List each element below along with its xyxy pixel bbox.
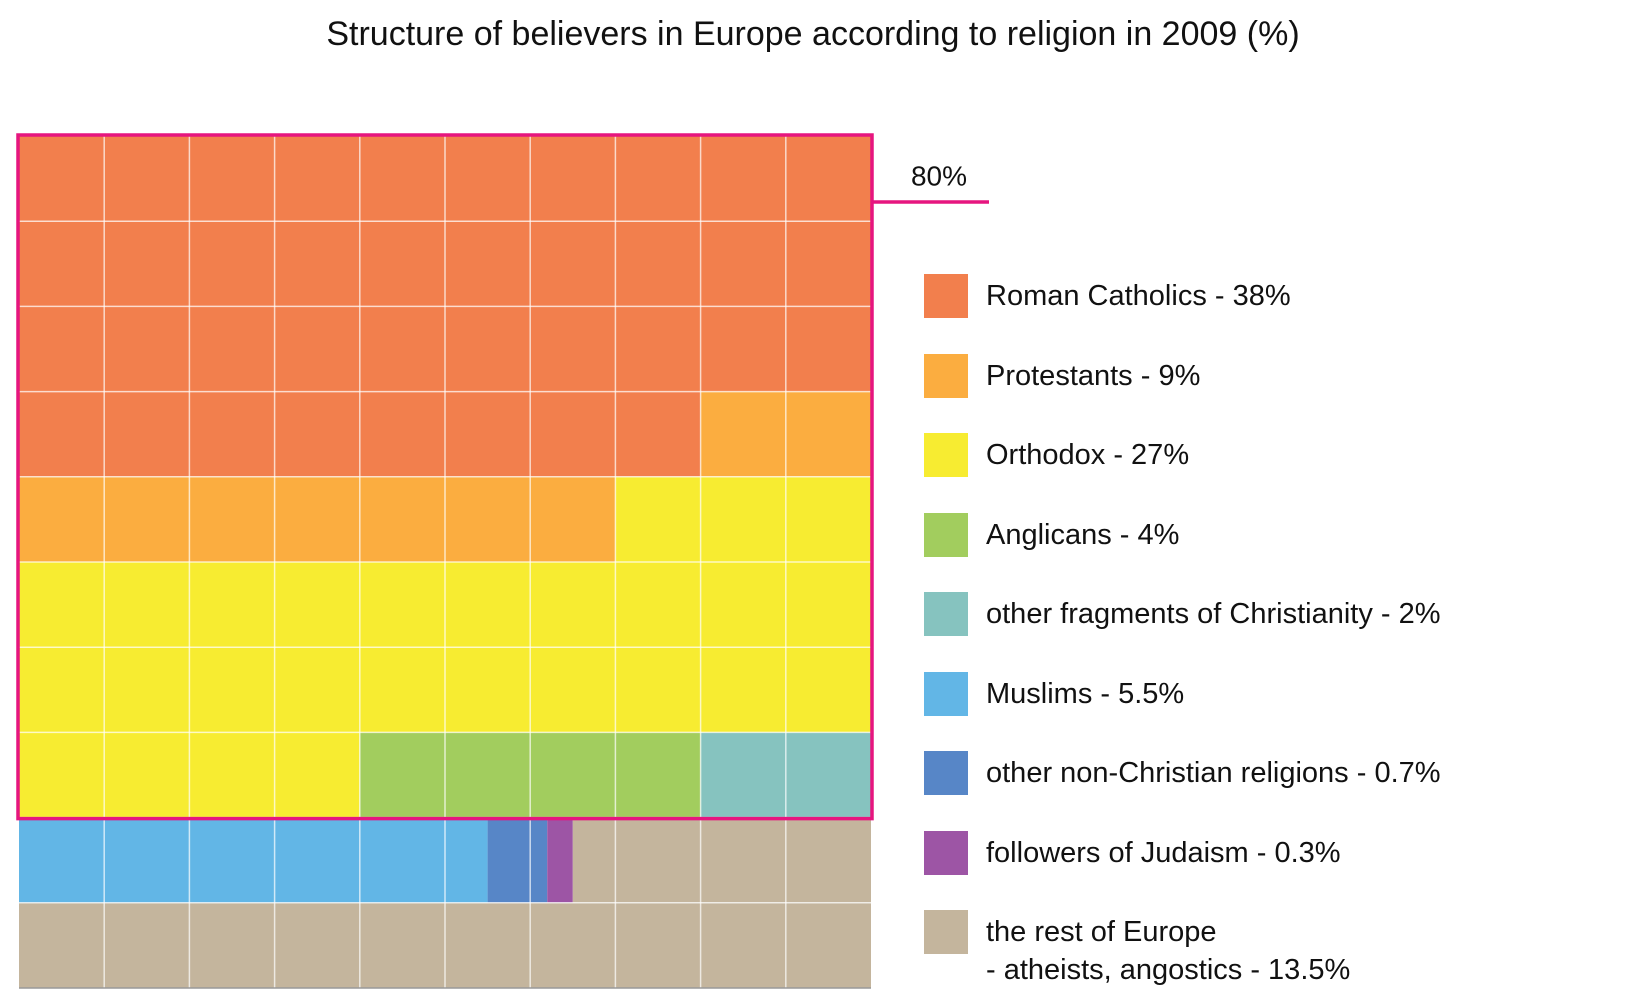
- legend-label: other fragments of Christianity - 2%: [986, 598, 1441, 630]
- legend-item: Orthodox - 27%: [924, 433, 1189, 477]
- legend-swatch: [924, 433, 968, 477]
- legend-swatch: [924, 830, 968, 875]
- chart-title: Structure of believers in Europe accordi…: [326, 15, 1299, 53]
- legend-item: the rest of Europe - atheists, angostics…: [924, 910, 1350, 989]
- legend-swatch: [924, 353, 968, 398]
- legend-swatch: [924, 671, 968, 716]
- legend-item: followers of Judaism - 0.3%: [924, 830, 1341, 875]
- legend-label: Muslims - 5.5%: [986, 677, 1185, 710]
- legend-item: other non-Christian religions - 0.7%: [924, 751, 1441, 795]
- legend-item: other fragments of Christianity - 2%: [924, 592, 1441, 636]
- legend-swatch: [924, 274, 968, 318]
- legend-item: Muslims - 5.5%: [924, 671, 1185, 716]
- highlight-label: 80%: [911, 160, 967, 191]
- waffle-segment: [572, 817, 871, 903]
- legend-label: followers of Judaism - 0.3%: [986, 836, 1341, 869]
- legend-item: Roman Catholics - 38%: [924, 274, 1291, 318]
- legend-swatch: [924, 910, 968, 954]
- waffle-segment: [19, 476, 616, 562]
- highlight-box: [16, 133, 874, 821]
- legend-swatch: [924, 592, 968, 636]
- legend-item: Protestants - 9%: [924, 353, 1201, 398]
- legend-label: Orthodox - 27%: [986, 439, 1190, 471]
- legend-label: Anglicans - 4%: [986, 518, 1180, 551]
- legend-swatch: [924, 512, 968, 557]
- legend-label: the rest of Europe - atheists, angostics…: [986, 916, 1351, 986]
- waffle-segment: [487, 817, 548, 903]
- waffle-segment: [19, 817, 488, 903]
- waffle-segment: [615, 476, 871, 562]
- legend-label: Roman Catholics - 38%: [986, 280, 1291, 312]
- legend-label: Protestants - 9%: [986, 359, 1201, 392]
- legend-swatch: [924, 751, 968, 795]
- legend-label: other non-Christian religions - 0.7%: [986, 757, 1441, 789]
- legend-item: Anglicans - 4%: [924, 512, 1180, 557]
- waffle-segment: [547, 817, 573, 903]
